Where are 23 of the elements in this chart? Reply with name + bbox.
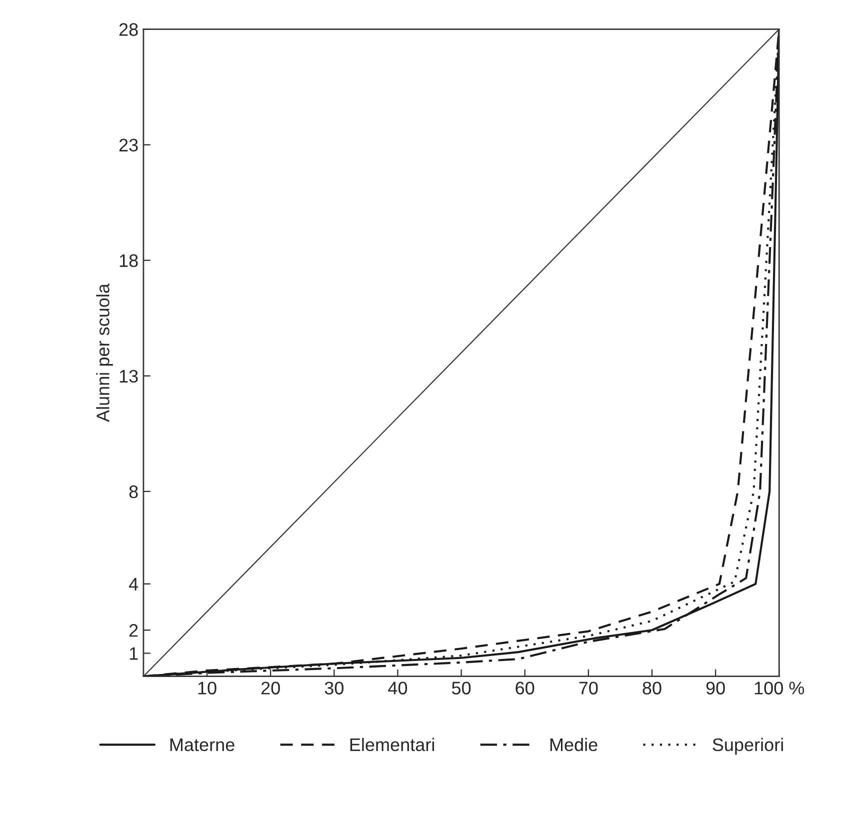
legend-label: Materne xyxy=(170,738,234,752)
y-axis-title: Alunni per scuola xyxy=(96,284,113,422)
legend-label: Medie xyxy=(550,738,598,752)
x-tick-label: 70 xyxy=(579,682,598,694)
x-tick-label: 100 % xyxy=(754,682,804,694)
y-tick-label: 2 xyxy=(129,624,138,637)
y-tick-label: 23 xyxy=(119,138,138,152)
y-tick-label: 13 xyxy=(120,370,138,383)
x-tick-label: 20 xyxy=(261,682,280,694)
y-tick-label: 1 xyxy=(130,647,138,660)
x-tick-label: 50 xyxy=(452,682,471,694)
legend-label: Elementari xyxy=(350,738,434,752)
x-tick-label: 10 xyxy=(198,682,216,694)
y-tick-label: 4 xyxy=(128,578,138,590)
x-tick-label: 60 xyxy=(516,682,534,694)
y-tick-label: 8 xyxy=(129,485,138,498)
y-tick-label: 28 xyxy=(119,23,138,36)
y-tick-label: 18 xyxy=(120,254,138,268)
x-tick-label: 80 xyxy=(642,682,662,694)
x-tick-label: 30 xyxy=(324,682,344,694)
x-tick-label: 40 xyxy=(388,682,408,694)
legend-label: Superiori xyxy=(712,738,783,755)
x-tick-label: 90 xyxy=(706,682,725,694)
